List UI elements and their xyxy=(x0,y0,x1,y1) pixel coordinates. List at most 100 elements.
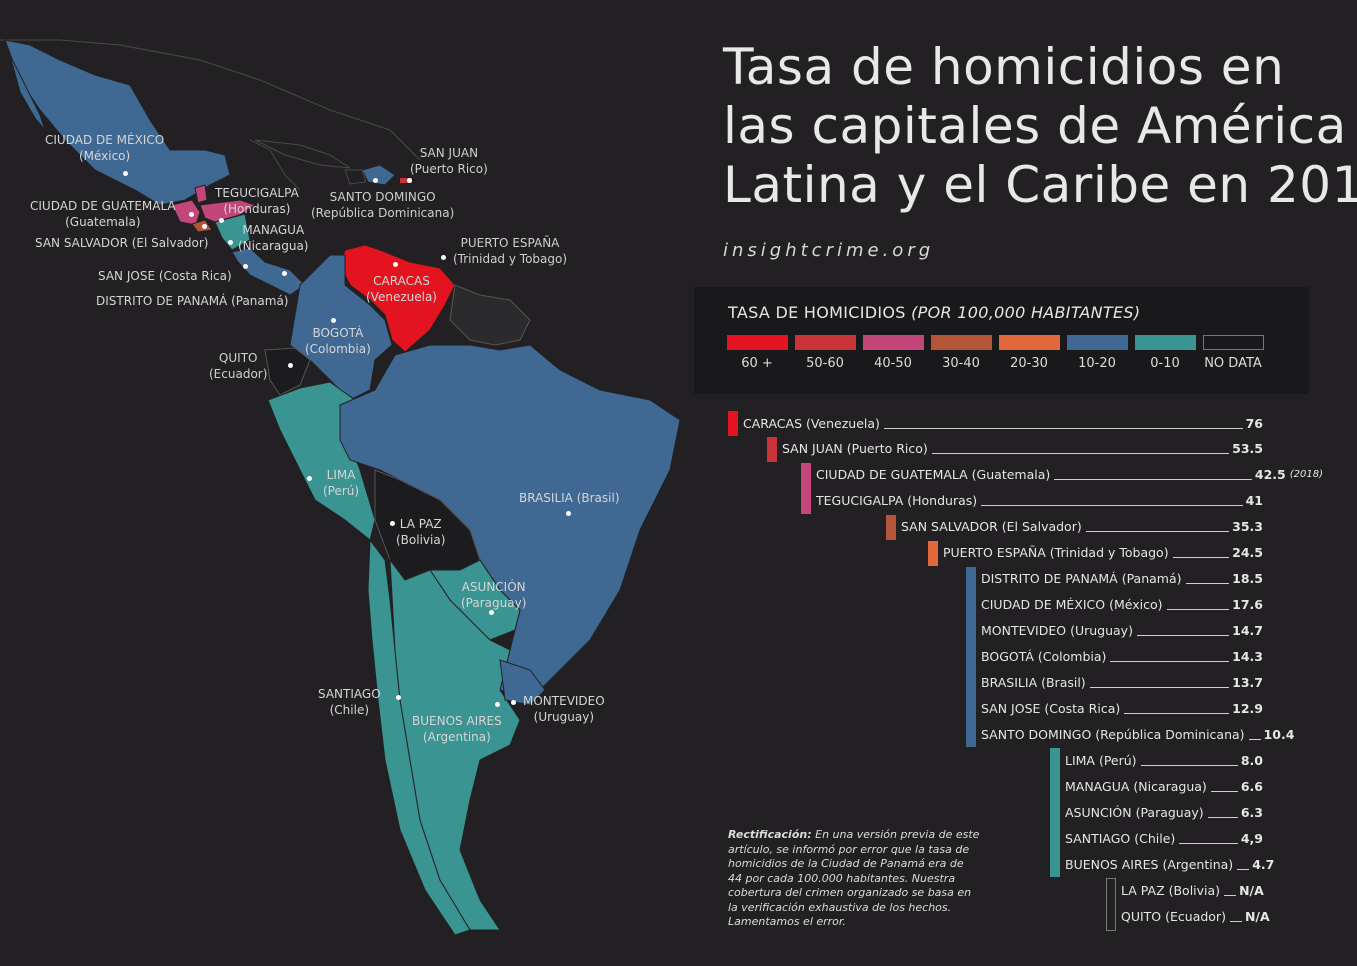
ranking-color-bar xyxy=(928,540,938,566)
country-guatemala xyxy=(171,199,201,226)
ranking-value: 13.7 xyxy=(1232,675,1263,690)
ranking-row: PUERTO ESPAÑA (Trinidad y Tobago) 24.5 xyxy=(943,543,1263,563)
ranking-city-name: PUERTO ESPAÑA (Trinidad y Tobago) xyxy=(943,545,1169,561)
legend-swatch xyxy=(727,335,788,350)
page-title: Tasa de homicidios en las capitales de A… xyxy=(723,38,1357,215)
ranking-city-name: CIUDAD DE MÉXICO (México) xyxy=(981,597,1163,613)
map-label-guatemala: CIUDAD DE GUATEMALA (Guatemala) xyxy=(30,199,176,229)
ranking-row: MONTEVIDEO (Uruguay) 14.7 xyxy=(981,621,1263,641)
ranking-value: 24.5 xyxy=(1232,545,1263,561)
leader-line xyxy=(1140,764,1238,766)
island-haiti xyxy=(344,169,367,185)
title-line-2: las capitales de América xyxy=(723,97,1347,155)
ranking-value: 10.4 xyxy=(1263,726,1295,742)
leader-line xyxy=(1172,557,1230,559)
country-uruguay xyxy=(499,659,546,706)
city-dot-caracas xyxy=(393,262,398,267)
city-dot-santiago xyxy=(396,695,401,700)
legend-swatch xyxy=(999,335,1060,350)
ranking-row: SANTO DOMINGO (República Dominicana) 10.4 xyxy=(981,724,1294,744)
map-label-tegucigalpa: TEGUCIGALPA (Honduras) xyxy=(215,186,299,216)
legend-label: 40-50 xyxy=(874,356,912,371)
city-dot-quito xyxy=(288,363,293,368)
ranking-value: 17.6 xyxy=(1232,597,1263,613)
leader-line xyxy=(1248,738,1261,740)
country-mexico xyxy=(4,39,231,206)
leader-line xyxy=(931,453,1230,455)
legend-label: 0-10 xyxy=(1150,356,1180,371)
ranking-city-name: MONTEVIDEO (Uruguay) xyxy=(981,623,1133,639)
ranking-row: LA PAZ (Bolivia) N/A xyxy=(1121,880,1264,900)
legend-swatch xyxy=(1203,335,1264,350)
map-label-managua: MANAGUA (Nicaragua) xyxy=(238,223,309,253)
city-dot-sansalvador xyxy=(202,224,207,229)
legend-swatch xyxy=(795,335,856,350)
legend-swatch xyxy=(1135,335,1196,350)
city-dot-bogota xyxy=(331,318,336,323)
map-label-puertoespana: PUERTO ESPAÑA (Trinidad y Tobago) xyxy=(453,236,568,266)
map-label-quito: QUITO (Ecuador) xyxy=(209,351,268,381)
ranking-value: 8.0 xyxy=(1240,752,1263,768)
city-dot-panama xyxy=(282,271,287,276)
legend-title: TASA DE HOMICIDIOS (POR 100,000 HABITANT… xyxy=(728,303,1141,322)
city-dot-brasilia xyxy=(566,511,571,516)
source-url: insightcrime.org xyxy=(723,240,935,261)
legend: TASA DE HOMICIDIOS (POR 100,000 HABITANT… xyxy=(694,287,1309,394)
ranking-value: 18.5 xyxy=(1232,571,1263,587)
city-dot-lapaz xyxy=(390,521,395,526)
ranking-row: CIUDAD DE MÉXICO (México) 17.6 xyxy=(981,595,1263,615)
legend-label: 20-30 xyxy=(1010,356,1048,371)
ranking-row: DISTRITO DE PANAMÁ (Panamá) 18.5 xyxy=(981,569,1263,589)
ranking-city-name: SAN SALVADOR (El Salvador) xyxy=(901,519,1082,535)
leader-line xyxy=(1237,868,1250,870)
ranking-row: SAN JOSE (Costa Rica) 12.9 xyxy=(981,698,1263,718)
ranking-row: BOGOTÁ (Colombia) 14.3 xyxy=(981,647,1263,667)
ranking-note: (2018) xyxy=(1289,469,1323,481)
ranking-value: 6.3 xyxy=(1240,804,1263,820)
correction-note: Rectificación: En una versión previa de … xyxy=(728,828,980,928)
leader-line xyxy=(1207,816,1238,818)
ranking-city-name: BOGOTÁ (Colombia) xyxy=(981,649,1107,665)
city-dot-tegucigalpa xyxy=(219,218,224,223)
ranking-value: 12.9 xyxy=(1232,700,1263,716)
country-argentina xyxy=(389,558,521,931)
leader-line xyxy=(1054,479,1252,481)
island-dominican-republic xyxy=(361,164,396,186)
legend-label: NO DATA xyxy=(1204,356,1262,371)
leader-line xyxy=(1136,635,1230,637)
map-label-buenosaires: BUENOS AIRES (Argentina) xyxy=(412,714,502,744)
city-dot-puertoespana xyxy=(441,255,446,260)
leader-line xyxy=(1166,609,1230,611)
city-dot-sanjuan xyxy=(407,178,412,183)
ranking-city-name: SAN JOSE (Costa Rica) xyxy=(981,700,1121,716)
city-dot-montevideo xyxy=(511,700,516,705)
ranking-row: ASUNCIÓN (Paraguay) 6.3 xyxy=(1065,802,1263,822)
leader-line xyxy=(1089,687,1230,688)
country-nicaragua xyxy=(214,213,251,251)
country-baja xyxy=(9,54,46,131)
ranking-color-bar xyxy=(728,411,738,436)
city-dot-lima xyxy=(307,476,312,481)
ranking-city-name: ASUNCIÓN (Paraguay) xyxy=(1065,804,1204,820)
ranking-color-bar xyxy=(966,566,976,748)
island-cuba xyxy=(254,139,351,169)
city-dot-sanjose xyxy=(243,264,248,269)
ranking-color-bar xyxy=(801,462,811,514)
leader-line xyxy=(1124,712,1230,714)
ranking-color-bar xyxy=(1106,878,1116,931)
map-label-caracas: CARACAS (Venezuela) xyxy=(366,274,437,304)
ranking-value: 4,9 xyxy=(1240,830,1263,846)
city-dot-asuncion xyxy=(489,610,494,615)
legend-label: 50-60 xyxy=(806,356,844,371)
legend-swatch xyxy=(1067,335,1128,350)
leader-line xyxy=(1110,661,1230,663)
ranking-row: LIMA (Perú) 8.0 xyxy=(1065,750,1263,770)
ranking-row: QUITO (Ecuador) N/A xyxy=(1121,906,1270,926)
ranking-city-name: MANAGUA (Nicaragua) xyxy=(1065,778,1207,794)
legend-swatch xyxy=(931,335,992,350)
city-dot-managua xyxy=(228,240,233,245)
legend-label: 60 + xyxy=(741,356,773,371)
ranking-value: 14.3 xyxy=(1232,649,1263,665)
ranking-value: 14.7 xyxy=(1232,623,1263,639)
ranking-city-name: CIUDAD DE GUATEMALA (Guatemala) xyxy=(816,467,1051,483)
